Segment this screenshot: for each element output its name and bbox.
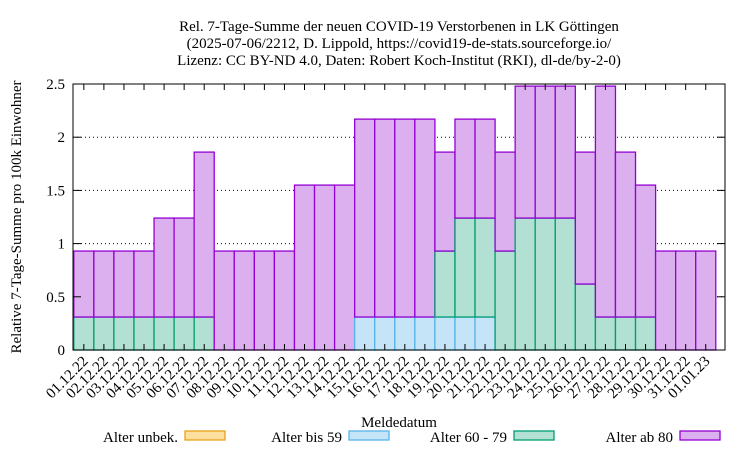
bar-segment — [614, 151, 637, 318]
bar-segment — [654, 250, 677, 351]
legend-label: Alter 60 - 79 — [430, 430, 507, 446]
legend-swatch — [679, 430, 721, 441]
legend-swatch — [348, 430, 390, 441]
plot-frame — [72, 83, 726, 351]
chart-title: Rel. 7-Tage-Summe der neuen COVID-19 Ver… — [177, 19, 621, 69]
title-line: (2025-07-06/2212, D. Lippold, https://co… — [187, 36, 612, 52]
bars — [73, 85, 717, 351]
legend: Alter unbek. Alter bis 59 Alter 60 - 79 Alt… — [103, 430, 721, 446]
bar-segment — [193, 151, 215, 318]
bar-segment — [454, 217, 476, 318]
bar-segment — [574, 151, 597, 285]
bar-segment — [273, 250, 296, 351]
bar-segment — [674, 250, 697, 351]
legend-swatch — [184, 430, 226, 441]
bar-segment — [634, 184, 657, 318]
bar-segment — [514, 85, 536, 219]
y-tick-label: 2.5 — [46, 77, 65, 93]
bar-segment — [494, 250, 516, 351]
bar-segment — [554, 85, 576, 219]
bar-segment — [73, 250, 95, 318]
bar-segment — [574, 283, 597, 351]
bar-segment — [233, 250, 256, 351]
bar-segment — [313, 184, 336, 351]
y-axis-label: Relative 7-Tage-Summe pro 100k Einwohner — [9, 80, 25, 353]
bar-segment — [594, 85, 617, 318]
bar-segment — [534, 217, 556, 351]
legend-label: Alter unbek. — [103, 430, 178, 446]
bar-segment — [333, 184, 356, 351]
legend-swatch — [513, 430, 555, 441]
bar-segment — [534, 85, 556, 219]
bar-segment — [554, 217, 576, 351]
bar-segment — [434, 151, 456, 252]
bar-segment — [514, 217, 536, 351]
bar-segment — [93, 250, 115, 318]
bar-segment — [293, 184, 316, 351]
y-tick-label: 1.5 — [46, 183, 65, 199]
bar-segment — [474, 118, 496, 219]
bar-segment — [253, 250, 276, 351]
y-tick-label: 0.5 — [46, 290, 65, 306]
bar-segment — [113, 250, 135, 318]
bar-segment — [434, 250, 456, 318]
bar-segment — [494, 151, 516, 252]
y-tick-label: 1 — [58, 237, 66, 253]
bar-segment — [354, 118, 376, 318]
bar-segment — [414, 118, 436, 318]
bar-segment — [173, 217, 195, 318]
x-axis-label: Meldedatum — [361, 415, 437, 431]
bar-segment — [394, 118, 416, 318]
legend-label: Alter bis 59 — [271, 430, 342, 446]
bar-segment — [474, 217, 496, 318]
y-tick-label: 0 — [58, 343, 66, 359]
title-line: Rel. 7-Tage-Summe der neuen COVID-19 Ver… — [179, 19, 619, 35]
bar-segment — [213, 250, 235, 351]
bar-segment — [695, 250, 717, 351]
bar-segment — [454, 118, 476, 219]
y-axis: 0 0.5 1 1.5 2 2.5 — [46, 77, 725, 359]
bar-segment — [133, 250, 155, 318]
bar-segment — [374, 118, 396, 318]
title-line: Lizenz: CC BY-ND 4.0, Daten: Robert Koch… — [177, 53, 621, 69]
bar-segment — [153, 217, 175, 318]
y-tick-label: 2 — [58, 130, 66, 146]
legend-label: Alter ab 80 — [606, 430, 673, 446]
